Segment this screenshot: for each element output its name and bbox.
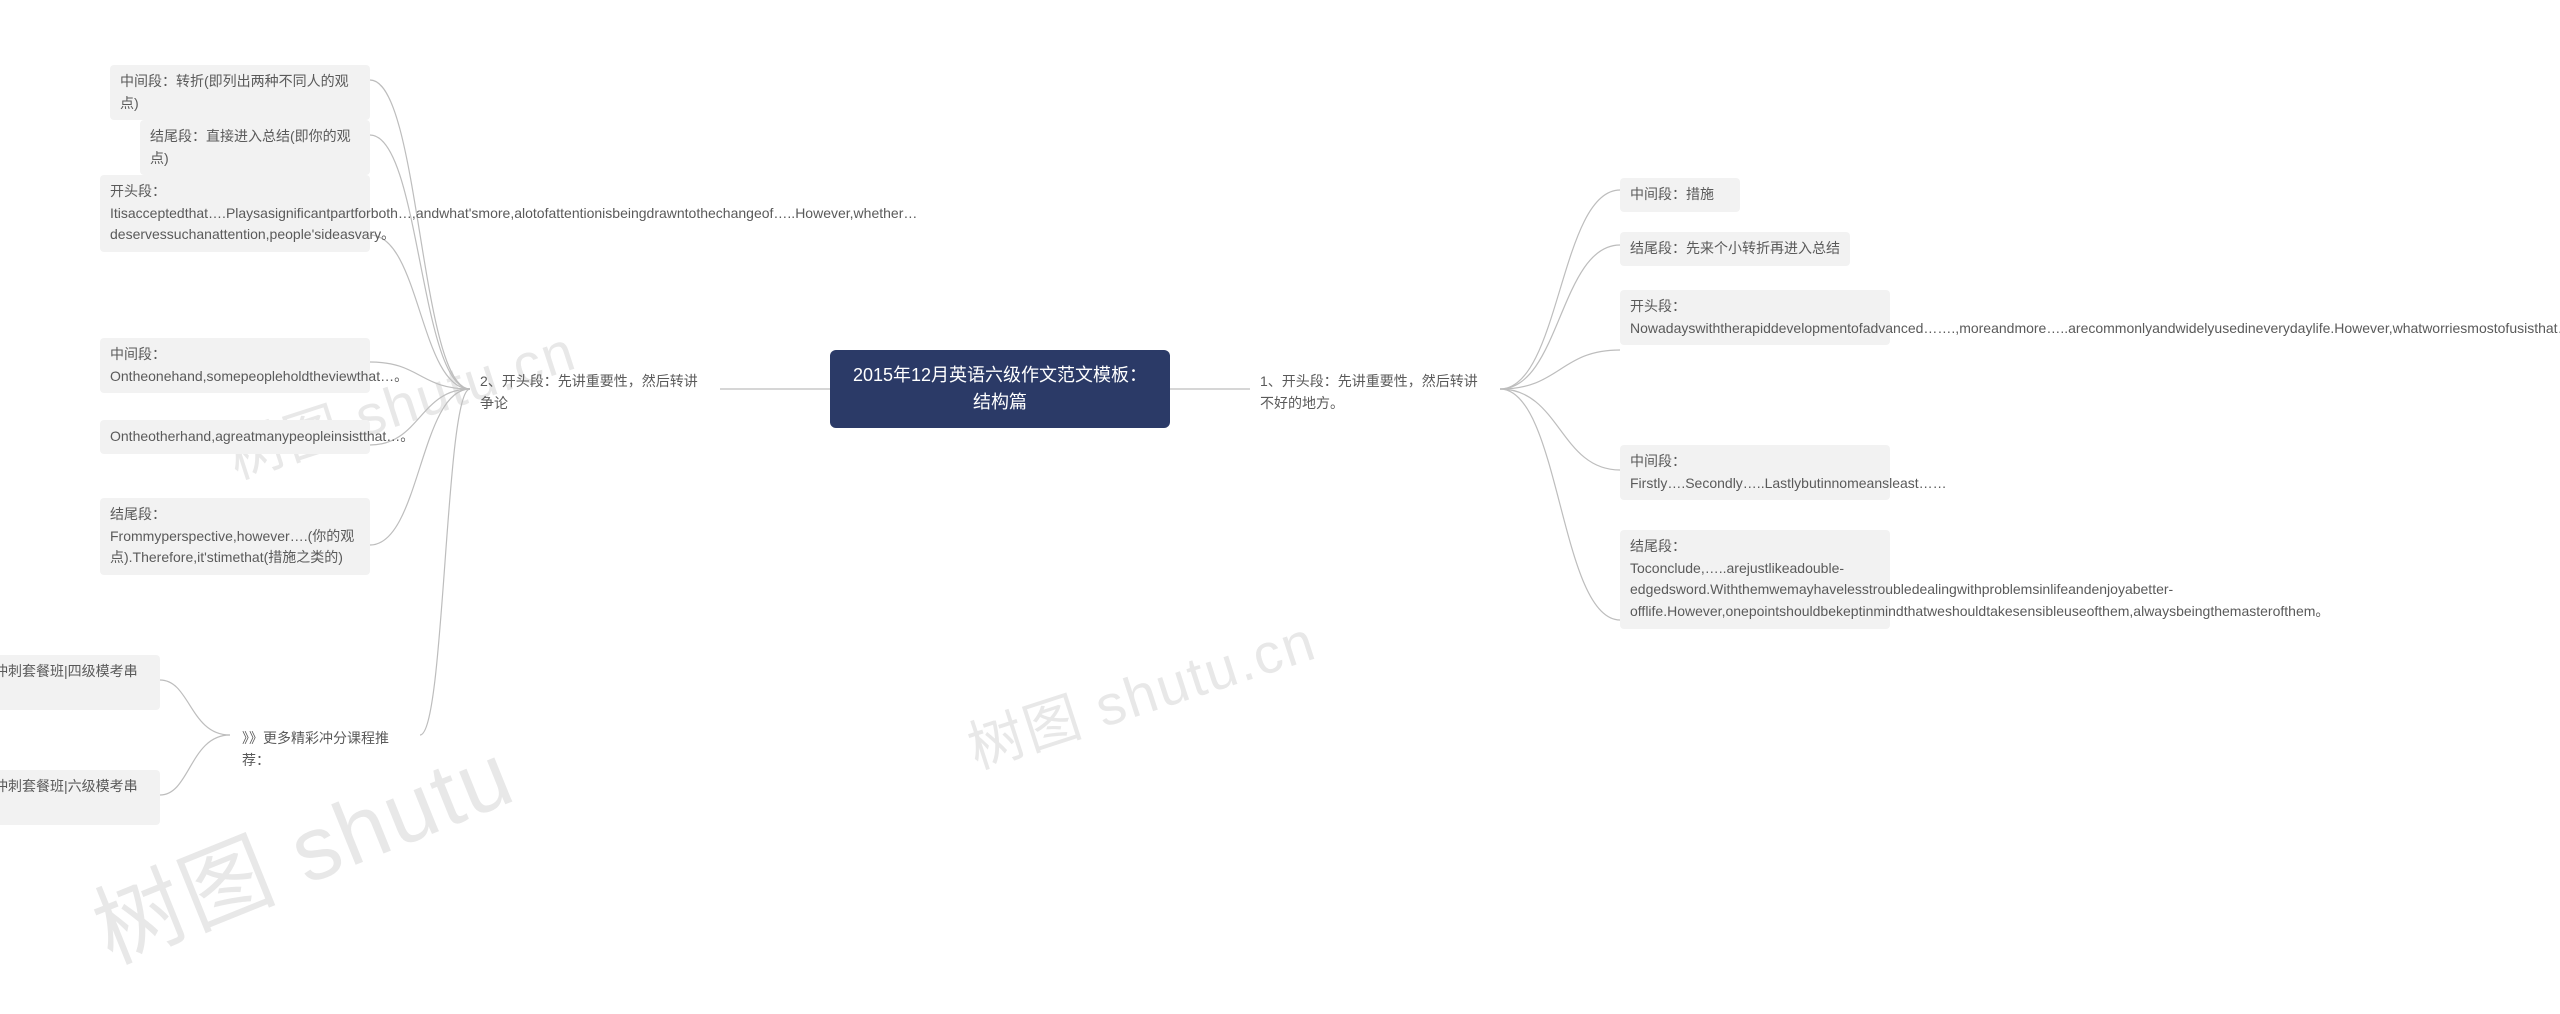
branch-left-main[interactable]: 2、开头段：先讲重要性，然后转讲争论 [470, 365, 720, 420]
leaf-node[interactable]: Ontheotherhand,agreatmanypeopleinsisttha… [100, 420, 370, 454]
leaf-node[interactable]: 开头段：Nowadayswiththerapiddevelopmentofadv… [1620, 290, 1890, 345]
leaf-node[interactable]: 六级基础强化冲刺套餐班|六级模考串讲班火热开启 [0, 770, 160, 825]
leaf-node[interactable]: 中间段：转折(即列出两种不同人的观点) [110, 65, 370, 120]
leaf-text: 四级基础强化冲刺套餐班|四级模考串讲班火热开启 [0, 663, 138, 701]
center-node[interactable]: 2015年12月英语六级作文范文模板：结构篇 [830, 350, 1170, 428]
leaf-text: 中间段：措施 [1630, 186, 1714, 202]
leaf-node[interactable]: 结尾段：直接进入总结(即你的观点) [140, 120, 370, 175]
leaf-node[interactable]: 四级基础强化冲刺套餐班|四级模考串讲班火热开启 [0, 655, 160, 710]
branch-label: 1、开头段：先讲重要性，然后转讲不好的地方。 [1260, 373, 1478, 411]
leaf-text: 开头段：Nowadayswiththerapiddevelopmentofadv… [1630, 298, 2560, 336]
leaf-text: 中间段：转折(即列出两种不同人的观点) [120, 73, 349, 111]
leaf-node[interactable]: 结尾段：Frommyperspective,however….(你的观点).Th… [100, 498, 370, 575]
leaf-node[interactable]: 结尾段：Toconclude,…..arejustlikeadouble-edg… [1620, 530, 1890, 629]
leaf-text: Ontheotherhand,agreatmanypeopleinsisttha… [110, 428, 414, 444]
leaf-node[interactable]: 结尾段：先来个小转折再进入总结 [1620, 232, 1850, 266]
connector-lines [0, 0, 2560, 1014]
leaf-text: 中间段：Ontheonehand,somepeopleholdtheviewth… [110, 346, 408, 384]
leaf-text: 结尾段：先来个小转折再进入总结 [1630, 240, 1840, 256]
leaf-text: 结尾段：Frommyperspective,however….(你的观点).Th… [110, 506, 354, 565]
leaf-text: 开头段：Itisacceptedthat….Playsasignificantp… [110, 183, 917, 242]
leaf-text: 六级基础强化冲刺套餐班|六级模考串讲班火热开启 [0, 778, 138, 816]
branch-course[interactable]: 》》更多精彩冲分课程推荐： [232, 722, 422, 777]
leaf-text: 结尾段：Toconclude,…..arejustlikeadouble-edg… [1630, 538, 2329, 619]
leaf-node[interactable]: 中间段：Ontheonehand,somepeopleholdtheviewth… [100, 338, 370, 393]
leaf-text: 结尾段：直接进入总结(即你的观点) [150, 128, 351, 166]
branch-label: 2、开头段：先讲重要性，然后转讲争论 [480, 373, 698, 411]
leaf-node[interactable]: 开头段：Itisacceptedthat….Playsasignificantp… [100, 175, 370, 252]
watermark: 树图 shutu.cn [956, 596, 1325, 785]
center-title: 2015年12月英语六级作文范文模板：结构篇 [844, 362, 1156, 416]
leaf-node[interactable]: 中间段：措施 [1620, 178, 1740, 212]
branch-label: 》》更多精彩冲分课程推荐： [242, 730, 389, 768]
leaf-text: 中间段：Firstly….Secondly…..Lastlybutinnomea… [1630, 453, 1947, 491]
branch-right-main[interactable]: 1、开头段：先讲重要性，然后转讲不好的地方。 [1250, 365, 1500, 420]
leaf-node[interactable]: 中间段：Firstly….Secondly…..Lastlybutinnomea… [1620, 445, 1890, 500]
mindmap-canvas: 树图 shutu.cn 树图 shutu.cn 树图 shutu 2015年12… [0, 0, 2560, 1014]
